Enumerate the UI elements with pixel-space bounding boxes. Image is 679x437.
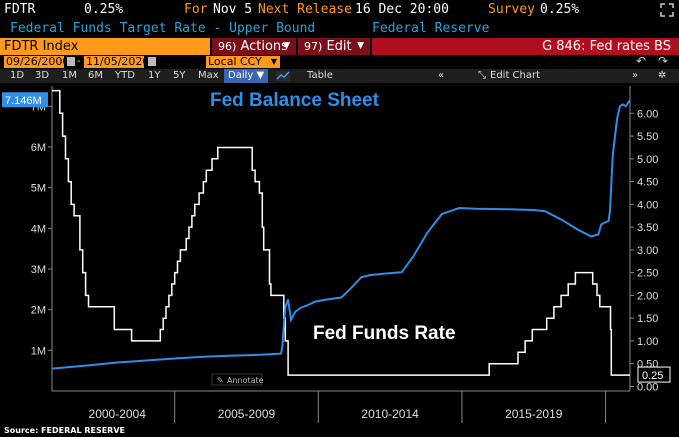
ticker: FDTR bbox=[4, 2, 36, 17]
right-tick-label: 2.50 bbox=[637, 268, 658, 280]
right-tick-label: 4.00 bbox=[637, 199, 658, 211]
range-1y[interactable]: 1Y bbox=[148, 70, 161, 81]
date-range-bar: 09/26/2000 - 11/05/2020 Local CCY ▼ ↶ ↷ bbox=[0, 54, 679, 69]
x-axis: 2000-2004 2005-2009 2010-2014 2015-2019 bbox=[52, 390, 630, 423]
expand-icon[interactable]: » bbox=[632, 70, 639, 81]
edit-num: 97) bbox=[304, 40, 323, 53]
left-tick-label: 5M bbox=[31, 183, 46, 195]
range-1m[interactable]: 1M bbox=[62, 70, 77, 81]
caret-down-icon: ▼ bbox=[283, 41, 290, 51]
left-tick-label: 6M bbox=[31, 142, 46, 154]
right-tick-label: 2.00 bbox=[637, 290, 658, 302]
x-tick-label: 2005-2009 bbox=[218, 407, 276, 421]
right-tick-label: 5.50 bbox=[637, 131, 658, 143]
start-date-input[interactable]: 09/26/2000 bbox=[4, 55, 70, 68]
range-6m[interactable]: 6M bbox=[88, 70, 103, 81]
right-tick-label: 5.00 bbox=[637, 154, 658, 166]
table-button[interactable]: Table bbox=[307, 70, 333, 81]
fed-funds-last-value-tag: 0.25 bbox=[637, 366, 671, 383]
source-org: Federal Reserve bbox=[372, 21, 490, 36]
date-dash: - bbox=[77, 56, 81, 67]
for-date: Nov 5 bbox=[213, 2, 253, 17]
edit-chart-button[interactable]: Edit Chart bbox=[490, 70, 541, 81]
right-tick-label: 0.00 bbox=[637, 381, 658, 393]
right-tick-label: 3.00 bbox=[637, 245, 658, 257]
line-chart-icon[interactable] bbox=[276, 71, 290, 81]
security-description: Federal Funds Target Rate - Upper Bound … bbox=[0, 20, 679, 37]
left-tick-label: 4M bbox=[31, 223, 46, 235]
fed-balance-sheet-line bbox=[51, 99, 631, 370]
right-tick-label: 6.00 bbox=[637, 108, 658, 120]
end-date-input[interactable]: 11/05/2020 bbox=[84, 55, 150, 68]
left-tick-label: 3M bbox=[31, 264, 46, 276]
gear-icon[interactable]: ✲ bbox=[658, 70, 667, 81]
next-release-label: Next Release bbox=[258, 2, 352, 17]
fed-funds-rate-line bbox=[52, 89, 630, 376]
fed-balance-sheet-annotation: Fed Balance Sheet bbox=[210, 90, 380, 111]
actions-label: Actions bbox=[240, 39, 288, 54]
x-tick-label: 2000-2004 bbox=[89, 407, 147, 421]
range-1d[interactable]: 1D bbox=[10, 70, 25, 81]
edit-menu-button[interactable]: 97) Edit ▼ bbox=[298, 38, 370, 55]
range-5y[interactable]: 5Y bbox=[173, 70, 186, 81]
redo-icon[interactable]: ↷ bbox=[658, 54, 669, 68]
range-ytd[interactable]: YTD bbox=[115, 70, 135, 81]
security-header: FDTR 0.25% For Nov 5 Next Release 16 Dec… bbox=[0, 0, 679, 20]
period-select[interactable]: Daily ▼ bbox=[224, 69, 269, 83]
right-tick-label: 1.50 bbox=[637, 313, 658, 325]
expand-window-icon[interactable] bbox=[659, 2, 675, 18]
calendar-icon[interactable] bbox=[67, 57, 75, 66]
chart-background bbox=[0, 84, 679, 426]
undo-icon[interactable]: ↶ bbox=[636, 54, 647, 68]
balance-sheet-tag-box bbox=[2, 92, 48, 108]
right-tick-label: 3.50 bbox=[637, 222, 658, 234]
currency-select[interactable]: Local CCY ▼ bbox=[206, 56, 280, 68]
right-tick-label: 1.00 bbox=[637, 336, 658, 348]
command-bar: FDTR Index 96) Actions ▼ 97) Edit ▼ G 84… bbox=[0, 38, 679, 55]
survey-value: 0.25% bbox=[540, 2, 580, 17]
balance-sheet-last-value-tag: 7.146M bbox=[2, 92, 48, 108]
caret-down-icon: ▼ bbox=[270, 57, 277, 66]
edit-label: Edit bbox=[326, 39, 352, 54]
description: Federal Funds Target Rate - Upper Bound bbox=[10, 21, 316, 36]
edit-chart-icon[interactable]: ⤡ bbox=[478, 70, 486, 81]
range-max[interactable]: Max bbox=[198, 70, 219, 81]
collapse-icon[interactable]: « bbox=[438, 70, 445, 81]
currency-value: Local CCY bbox=[208, 55, 262, 68]
last-value: 0.25% bbox=[84, 2, 124, 17]
chart-toolbar: 1D 3D 1M 6M YTD 1Y 5Y Max Daily ▼ Table … bbox=[0, 69, 679, 83]
right-tick-label: 4.50 bbox=[637, 177, 658, 189]
left-tick-label: 1M bbox=[31, 345, 46, 357]
period-value: Daily bbox=[228, 70, 254, 81]
annotate-button[interactable]: ✎ Annotate bbox=[211, 373, 264, 386]
fed-funds-tag-box bbox=[637, 366, 671, 383]
range-3d[interactable]: 3D bbox=[35, 70, 50, 81]
caret-down-icon: ▼ bbox=[357, 41, 364, 51]
fed-funds-rate-annotation: Fed Funds Rate bbox=[313, 323, 456, 344]
annotate-label: Annotate bbox=[227, 376, 264, 385]
balance-sheet-tag-value: 7.146M bbox=[5, 95, 42, 107]
actions-menu-button[interactable]: 96) Actions ▼ bbox=[212, 38, 296, 55]
calendar-icon[interactable] bbox=[148, 57, 156, 66]
chart-title: G 846: Fed rates BS bbox=[372, 38, 679, 55]
survey-label: Survey bbox=[488, 2, 535, 17]
actions-num: 96) bbox=[218, 40, 237, 53]
for-label: For bbox=[184, 2, 208, 17]
pencil-icon: ✎ bbox=[217, 376, 224, 385]
x-tick-label: 2010-2014 bbox=[361, 407, 419, 421]
index-input[interactable]: FDTR Index bbox=[0, 38, 210, 55]
chart-source: Source: FEDERAL RESERVE bbox=[4, 426, 125, 435]
x-tick-label: 2015-2019 bbox=[505, 407, 563, 421]
left-tick-label: 2M bbox=[31, 305, 46, 317]
fed-funds-tag-value: 0.25 bbox=[642, 370, 663, 382]
next-release-date: 16 Dec 20:00 bbox=[355, 2, 449, 17]
